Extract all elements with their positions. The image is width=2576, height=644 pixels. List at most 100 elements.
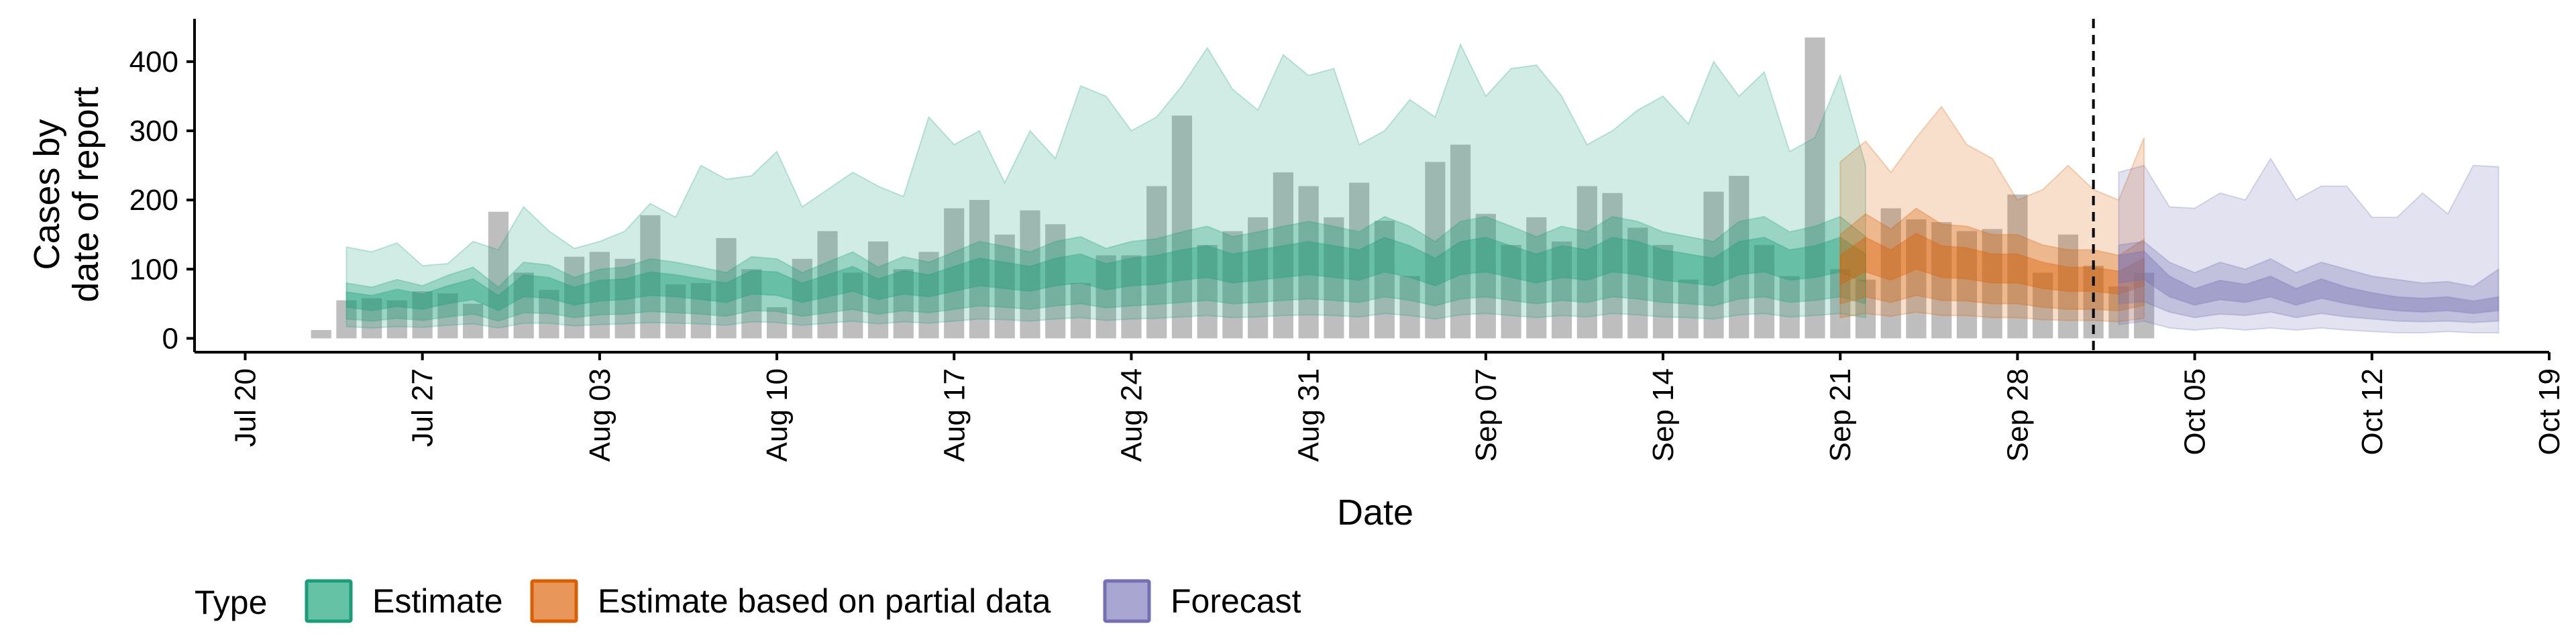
ribbon-forecast-95: [2118, 157, 2500, 334]
bar-reported-cases: [589, 252, 610, 339]
legend-title: Type: [195, 584, 267, 621]
ribbon-estimate-50: [345, 236, 1866, 312]
bar-reported-cases: [463, 303, 484, 339]
y-axis-title-line-2: date of report: [66, 87, 106, 302]
bar-reported-cases: [817, 231, 838, 339]
bar-reported-cases: [716, 237, 737, 339]
bar-reported-cases: [640, 215, 661, 339]
bar-reported-cases: [539, 290, 559, 339]
bar-reported-cases: [311, 330, 331, 339]
bar-reported-cases: [918, 252, 939, 339]
bar-reported-cases: [2057, 234, 2078, 339]
ribbon-estimate-95: [345, 42, 1866, 329]
x-tick-label: Oct 05: [2179, 368, 2212, 455]
bar-reported-cases: [614, 258, 635, 339]
bar-reported-cases: [893, 269, 914, 339]
ribbon-estimate-based-on-partial-data-50: [1839, 232, 2145, 295]
bar-reported-cases: [437, 293, 458, 339]
x-tick-label: Sep 21: [1824, 368, 1857, 462]
y-tick-label: 400: [129, 46, 178, 78]
bar-reported-cases: [1324, 217, 1344, 339]
legend-swatch-partial: [530, 579, 578, 623]
bar-reported-cases: [2134, 272, 2155, 339]
bar-reported-cases: [1171, 115, 1193, 339]
bar-reported-cases: [1982, 229, 2002, 339]
y-tick-label: 200: [129, 184, 178, 217]
legend-label-forecast: Forecast: [1171, 582, 1301, 620]
x-tick-label: Sep 14: [1647, 368, 1680, 462]
bar-reported-cases: [2033, 272, 2053, 339]
x-tick-label: Aug 03: [584, 368, 616, 462]
bar-reported-cases: [1425, 162, 1446, 339]
bar-reported-cases: [1931, 222, 1952, 339]
y-tick-label: 0: [162, 322, 178, 355]
y-tick-label: 300: [129, 115, 178, 148]
bar-reported-cases: [969, 200, 990, 339]
bar-reported-cases: [1779, 276, 1800, 339]
x-tick-label: Sep 07: [1470, 368, 1503, 462]
bar-reported-cases: [1754, 245, 1775, 339]
x-tick-label: Aug 10: [761, 368, 794, 462]
bar-reported-cases: [386, 300, 408, 339]
x-tick-label: Oct 19: [2533, 368, 2566, 455]
legend-swatch-forecast: [1103, 579, 1151, 623]
bar-reported-cases: [1197, 245, 1218, 339]
ribbon-forecast-50: [2118, 250, 2500, 315]
bar-reported-cases: [1349, 182, 1370, 339]
bar-reported-cases: [1602, 193, 1623, 339]
ribbon-estimate-90: [345, 215, 1866, 322]
bar-reported-cases: [1399, 276, 1420, 339]
bar-reported-cases: [1121, 255, 1142, 339]
reported-cases-bars: [311, 37, 2155, 339]
bar-reported-cases: [1678, 279, 1699, 339]
x-tick-label: Jul 20: [229, 368, 262, 447]
legend-label-partial: Estimate based on partial data: [598, 582, 1051, 620]
bar-reported-cases: [867, 241, 889, 339]
bar-reported-cases: [1222, 231, 1243, 339]
bar-reported-cases: [1627, 227, 1648, 339]
bar-reported-cases: [1095, 255, 1116, 339]
bar-reported-cases: [412, 291, 433, 339]
bar-reported-cases: [1830, 269, 1851, 339]
x-tick-label: Aug 17: [938, 368, 971, 462]
bar-reported-cases: [1576, 186, 1597, 339]
bar-reported-cases: [665, 284, 686, 339]
bar-reported-cases: [1703, 191, 1724, 339]
bar-reported-cases: [362, 298, 382, 339]
x-axis-title: Date: [1337, 492, 1413, 533]
bar-reported-cases: [1729, 176, 1750, 339]
ribbon-forecast-90: [2118, 240, 2500, 323]
y-tick-label: 100: [129, 253, 178, 286]
bar-reported-cases: [1855, 279, 1876, 339]
bar-reported-cases: [513, 272, 534, 339]
bar-reported-cases: [843, 272, 863, 339]
bar-reported-cases: [1475, 213, 1496, 339]
ribbon-estimate-based-on-partial-data-95: [1839, 105, 2145, 323]
bar-reported-cases: [1526, 217, 1547, 339]
bar-reported-cases: [1020, 210, 1040, 339]
bar-reported-cases: [1298, 186, 1319, 339]
axes: 0 100 200 300 400 Jul 20 Jul 27 Aug 03 Aug 10 Aug…: [129, 19, 2566, 462]
x-tick-label: Aug 31: [1293, 368, 1326, 462]
bar-reported-cases: [792, 258, 812, 339]
y-axis-title-line-1: Cases by: [27, 119, 67, 270]
bar-reported-cases: [1501, 245, 1521, 339]
bar-reported-cases: [1551, 241, 1572, 339]
x-tick-label: Aug 24: [1116, 368, 1148, 462]
bar-reported-cases: [336, 300, 357, 339]
bar-reported-cases: [1248, 217, 1269, 339]
bar-reported-cases: [1805, 37, 1825, 339]
bar-reported-cases: [690, 282, 711, 339]
ribbon-estimate-based-on-partial-data-90: [1839, 207, 2145, 312]
bar-reported-cases: [741, 269, 762, 339]
legend-swatch-estimate: [305, 579, 353, 623]
bar-reported-cases: [2108, 286, 2129, 339]
legend-label-estimate: Estimate: [372, 582, 503, 620]
bar-reported-cases: [1273, 172, 1293, 339]
x-tick-label: Oct 12: [2356, 368, 2389, 455]
bar-reported-cases: [1374, 221, 1395, 339]
legend: Type Estimate Estimate based on partial …: [195, 579, 1301, 623]
bar-reported-cases: [1070, 282, 1091, 339]
bar-reported-cases: [1652, 245, 1674, 339]
bar-reported-cases: [994, 234, 1015, 339]
